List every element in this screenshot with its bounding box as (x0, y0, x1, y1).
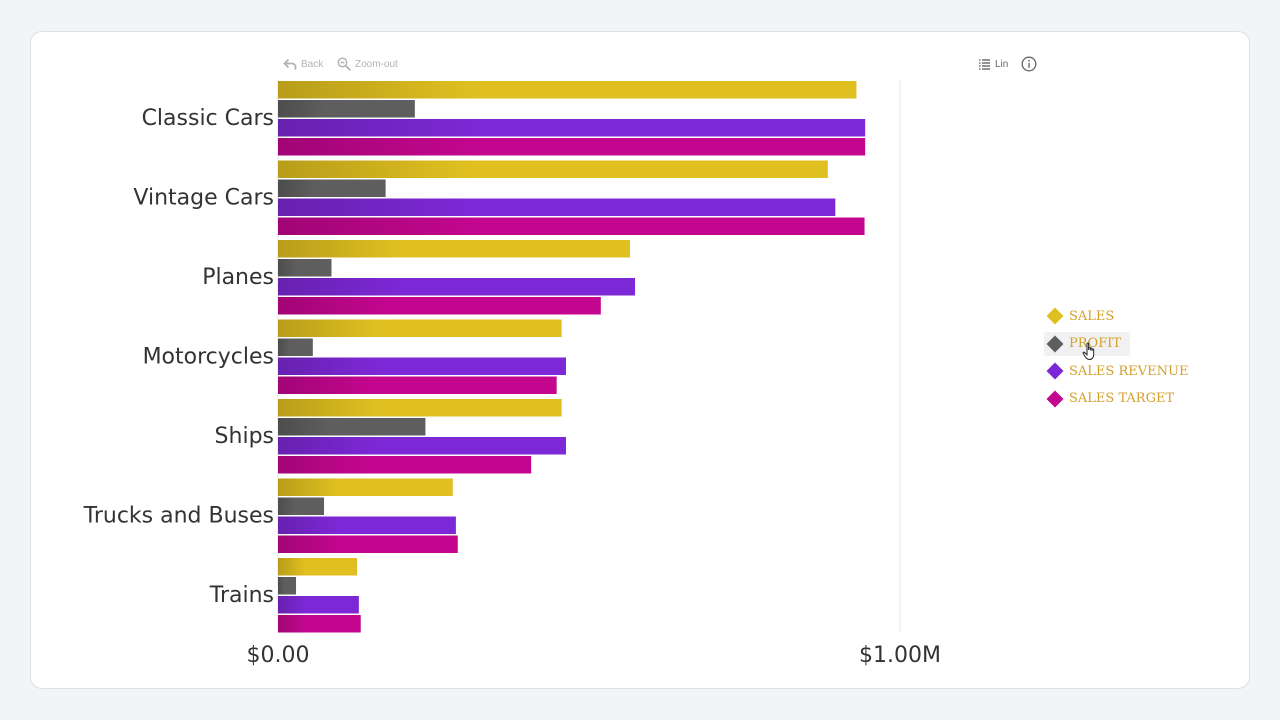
bar-profit[interactable] (278, 100, 415, 118)
bar-sales-revenue[interactable] (278, 596, 359, 614)
bar-sales[interactable] (278, 319, 562, 338)
legend-marker-icon (1046, 362, 1064, 380)
bar-sales-revenue[interactable] (278, 437, 566, 455)
legend-marker-icon (1046, 307, 1064, 325)
bar-sales-target[interactable] (278, 217, 865, 236)
bar-sales-revenue[interactable] (278, 516, 456, 535)
category-label: Classic Cars (142, 106, 274, 131)
category-labels: Classic Cars Vintage Cars Planes Motorcycle… (83, 106, 274, 608)
legend-label: SALES REVENUE (1069, 363, 1189, 379)
bar-sales[interactable] (278, 240, 631, 258)
bar-sales-revenue[interactable] (278, 198, 836, 217)
legend-label: SALES (1069, 308, 1115, 324)
category-label: Trucks and Buses (83, 504, 274, 529)
scale-label: Lin (995, 58, 1009, 70)
back-label: Back (301, 58, 324, 70)
bar-sales-revenue[interactable] (278, 119, 866, 137)
bars (278, 81, 866, 633)
category-label: Ships (215, 424, 274, 449)
zoom-out-label: Zoom-out (355, 58, 398, 70)
bar-profit[interactable] (278, 497, 325, 516)
zoom-out-icon (337, 57, 351, 71)
bar-profit[interactable] (278, 338, 313, 357)
back-arrow-icon (283, 59, 297, 70)
legend: SALES PROFIT SALES REVENUE SALES TARGET (1044, 304, 1214, 414)
bar-sales-target[interactable] (278, 138, 866, 156)
info-button[interactable] (1021, 55, 1037, 73)
x-tick-label: $0.00 (247, 643, 310, 668)
bar-sales-target[interactable] (278, 376, 557, 395)
bar-sales-revenue[interactable] (278, 278, 636, 296)
legend-item-profit[interactable]: PROFIT (1044, 331, 1130, 356)
bar-profit[interactable] (278, 179, 386, 198)
bar-profit[interactable] (278, 418, 426, 436)
legend-label: SALES TARGET (1069, 391, 1175, 406)
legend-item-sales[interactable]: SALES (1044, 304, 1214, 328)
bar-sales[interactable] (278, 478, 453, 497)
zoom-out-button[interactable]: Zoom-out (337, 55, 398, 73)
bar-sales-target[interactable] (278, 456, 532, 474)
list-icon (979, 58, 990, 70)
bar-sales[interactable] (278, 558, 357, 576)
legend-item-sales-revenue[interactable]: SALES REVENUE (1044, 359, 1214, 383)
category-label: Planes (202, 265, 274, 290)
legend-label: PROFIT (1069, 336, 1122, 351)
legend-marker-icon (1046, 390, 1064, 407)
bar-sales[interactable] (278, 81, 857, 99)
bar-sales-target[interactable] (278, 535, 458, 554)
info-icon (1021, 56, 1037, 72)
bar-sales-revenue[interactable] (278, 357, 566, 376)
legend-item-sales-target[interactable]: SALES TARGET (1044, 387, 1214, 411)
x-axis-ticks: $0.00 $1.00M (247, 643, 941, 668)
bar-sales[interactable] (278, 399, 562, 417)
bar-profit[interactable] (278, 577, 297, 595)
back-button[interactable]: Back (283, 55, 323, 73)
bar-sales-target[interactable] (278, 297, 601, 315)
category-label: Motorcycles (143, 345, 274, 370)
x-tick-label: $1.00M (859, 643, 941, 668)
bar-sales-target[interactable] (278, 615, 361, 633)
category-label: Trains (209, 583, 274, 608)
bar-profit[interactable] (278, 259, 332, 277)
legend-marker-icon (1046, 335, 1064, 352)
scale-toggle-button[interactable]: Lin (978, 55, 1008, 73)
category-label: Vintage Cars (133, 186, 274, 211)
bar-sales[interactable] (278, 160, 828, 179)
